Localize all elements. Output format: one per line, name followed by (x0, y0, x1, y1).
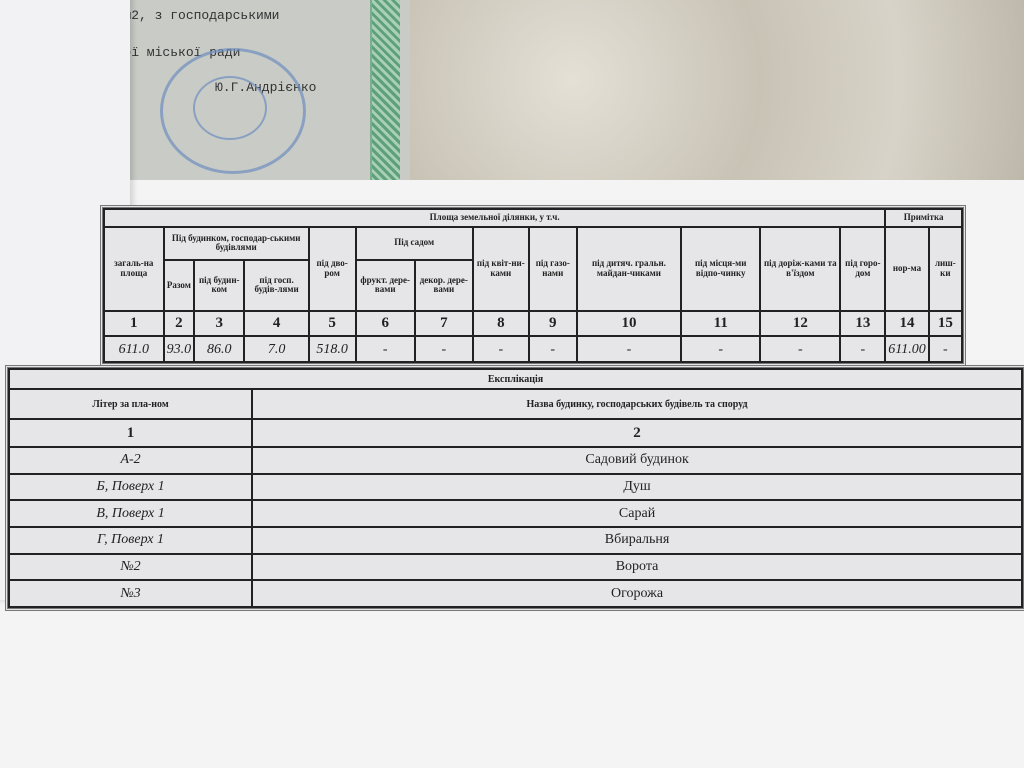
column-number: 2 (162, 310, 196, 338)
value-cell: 86.0 (193, 335, 246, 363)
letter-header: Літер за пла-ном (7, 388, 254, 420)
column-number: 11 (680, 310, 762, 338)
value-cell: - (927, 335, 964, 363)
values-row: 611.0 93.0 86.0 7.0 518.0 - - - - - - - … (103, 335, 964, 363)
header-decor-trees: декор. дере-вами (413, 258, 474, 312)
header-rest-places: під місця-ми відпо-чинку (680, 225, 762, 312)
column-number: 1 (7, 417, 254, 449)
column-number: 14 (884, 310, 930, 338)
letter-cell: Г, Поверх 1 (7, 526, 254, 555)
certificate-text: 1,7м2, з господарськими (100, 8, 280, 23)
value-cell: 518.0 (307, 335, 357, 363)
header-fruit-trees: фрукт. дере-вами (354, 258, 416, 312)
explication-title: Експлікація (8, 368, 1023, 390)
name-cell: Душ (251, 472, 1023, 502)
column-number: 7 (413, 310, 474, 338)
name-cell: Вбиральня (251, 526, 1023, 555)
table-row: Б, Поверх 1 Душ (7, 472, 1023, 502)
column-number: 8 (471, 310, 530, 338)
column-number: 15 (927, 310, 964, 338)
explication-table-frame: Експлікація Літер за пла-ном Назва будин… (5, 365, 1024, 611)
header-yard: під дво-ром (307, 225, 357, 312)
value-cell: 93.0 (162, 335, 196, 363)
column-number: 6 (354, 310, 416, 338)
header-garden: Під садом (354, 225, 474, 261)
column-number: 3 (193, 310, 246, 338)
letter-cell: №2 (7, 552, 254, 582)
header-under-buildings: Під будинком, господар-ськими будівлями (162, 225, 310, 261)
value-cell: - (354, 335, 416, 363)
header-total-sub: Разом (162, 258, 196, 312)
letter-cell: А-2 (7, 446, 254, 475)
land-area-table: Площа земельної ділянки, у т.ч. Примітка… (102, 208, 964, 363)
land-area-table-frame: Площа земельної ділянки, у т.ч. Примітка… (100, 205, 966, 366)
column-number: 4 (243, 310, 310, 338)
value-cell: 7.0 (243, 335, 310, 363)
note-title: Примітка (884, 208, 963, 228)
land-area-title: Площа земельної ділянки, у т.ч. (102, 208, 887, 228)
header-under-house: під будин-ком (193, 258, 246, 312)
official-stamp (160, 48, 306, 174)
column-numbers-row: 1 2 3 4 5 6 7 8 9 10 11 12 13 14 15 (103, 310, 964, 338)
header-lawns: під газо-нами (527, 225, 578, 312)
value-cell: 611.00 (884, 335, 930, 363)
table-row: Г, Поверх 1 Вбиральня (7, 526, 1023, 555)
letter-cell: №3 (7, 579, 254, 608)
column-number: 13 (839, 310, 887, 338)
header-flowerbeds: під квіт-ни-ками (471, 225, 530, 312)
letter-cell: В, Поверх 1 (7, 499, 254, 529)
value-cell: - (413, 335, 474, 363)
header-excess: лиш-ки (927, 225, 964, 312)
column-number: 9 (527, 310, 578, 338)
column-number: 1 (103, 310, 165, 338)
value-cell: - (839, 335, 887, 363)
explication-table: Експлікація Літер за пла-ном Назва будин… (7, 368, 1023, 608)
table-row: №3 Огорожа (7, 579, 1023, 608)
value-cell: - (759, 335, 842, 363)
marble-surface (380, 0, 1024, 200)
table-row: В, Поверх 1 Сарай (7, 499, 1023, 529)
name-cell: Садовий будинок (251, 446, 1023, 475)
name-header: Назва будинку, господарських будівель та… (251, 388, 1023, 420)
name-cell: Огорожа (251, 579, 1023, 608)
header-total: загаль-на площа (103, 225, 165, 312)
column-number: 10 (575, 310, 683, 338)
value-cell: - (471, 335, 530, 363)
header-norm: нор-ма (884, 225, 930, 312)
column-number: 5 (307, 310, 357, 338)
value-cell: 611.0 (103, 335, 165, 363)
value-cell: - (680, 335, 762, 363)
certificate-border (370, 0, 400, 185)
table-row: №2 Ворота (7, 552, 1023, 582)
value-cell: - (575, 335, 683, 363)
header-playgrounds: під дитяч. гральн. майдан-чиками (575, 225, 683, 312)
column-number: 12 (759, 310, 842, 338)
name-cell: Сарай (251, 499, 1023, 529)
value-cell: - (527, 335, 578, 363)
letter-cell: Б, Поверх 1 (7, 472, 254, 502)
header-paths: під доріж-ками та в'їздом (759, 225, 842, 312)
header-under-outbuildings: під госп. будів-лями (243, 258, 310, 312)
header-vegetable-garden: під горо-дом (839, 225, 887, 312)
table-row: А-2 Садовий будинок (7, 446, 1023, 475)
name-cell: Ворота (251, 552, 1023, 582)
column-number: 2 (251, 417, 1023, 449)
